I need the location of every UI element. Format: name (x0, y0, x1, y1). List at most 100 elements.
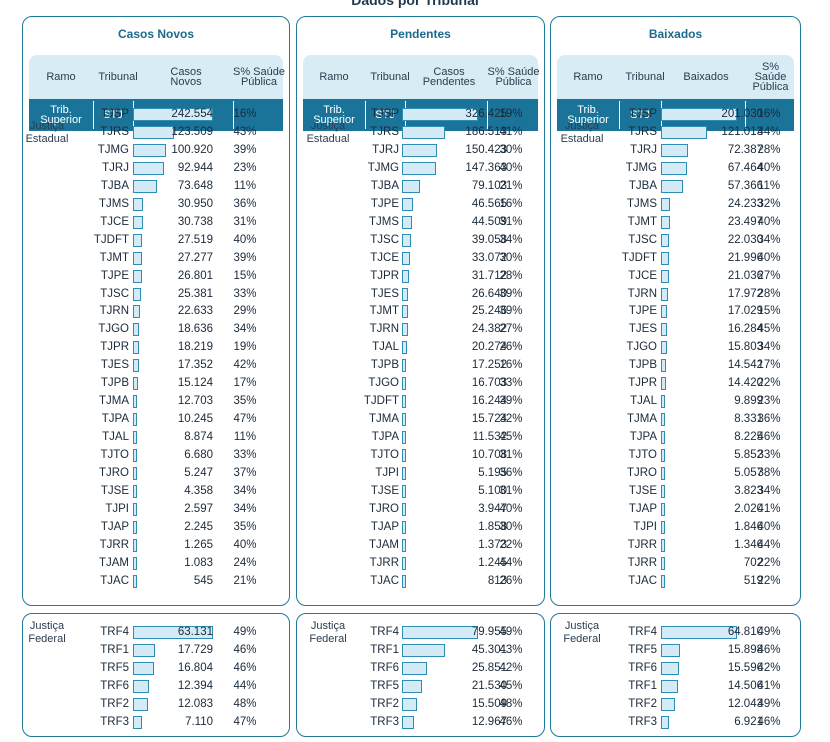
row-pct: 43% (233, 125, 257, 138)
table-row: TRF6 15.596 42% (551, 659, 800, 677)
row-pct: 39% (499, 287, 523, 300)
row-value: 5.852 (734, 449, 763, 462)
row-bar (402, 502, 406, 516)
row-pct: 49% (499, 626, 523, 638)
row-tribunal: TJAL (102, 431, 129, 444)
row-value: 8.225 (734, 431, 763, 444)
row-tribunal: TJRS (628, 125, 657, 138)
table-row: TJAL 9.899 23% (551, 392, 800, 410)
row-bar (402, 574, 406, 588)
row-value: 4.358 (184, 484, 213, 497)
row-bar (133, 287, 142, 301)
row-tribunal: TJPI (633, 520, 657, 533)
row-value: 16.703 (471, 377, 507, 390)
row-value: 14.420 (727, 377, 763, 390)
row-bar (402, 341, 407, 355)
row-pct: 17% (233, 377, 257, 390)
table-row: TJRN 17.972 28% (551, 285, 800, 303)
superior-ramo: Trib. Superior (29, 99, 93, 131)
table-row: TJAL 20.274 26% (297, 338, 544, 356)
row-bar (661, 215, 670, 229)
table-row: TRF2 12.083 48% (23, 695, 289, 713)
row-tribunal: TJPR (370, 269, 399, 282)
ramo-federal: Justiça Federal (297, 620, 359, 646)
row-bar (661, 698, 676, 711)
row-value: 17.029 (727, 305, 763, 318)
ramo-estadual-line2: Estadual (25, 133, 69, 145)
table-row: TJPE 46.565 16% (297, 195, 544, 213)
row-pct: 19% (499, 108, 523, 120)
header-tribunal: Tribunal (370, 71, 410, 83)
row-bar (661, 161, 687, 175)
row-pct: 48% (499, 698, 523, 710)
table-row: TRF5 15.898 46% (551, 641, 800, 659)
row-bar (661, 377, 667, 391)
row-value: 16.804 (177, 662, 213, 674)
header-value-line2: Pendentes (422, 76, 476, 88)
header-value-line1: Casos (433, 66, 465, 78)
table-row: TJSP 242.554 16% (23, 105, 289, 123)
row-tribunal: TJPB (100, 377, 129, 390)
row-value: 73.648 (177, 179, 213, 192)
row-value: 64.810 (727, 626, 763, 638)
row-pct: 28% (499, 269, 523, 282)
row-value: 45.301 (471, 644, 507, 656)
row-pct: 15% (757, 305, 781, 318)
row-pct: 40% (757, 251, 781, 264)
panel-federal-casos-novos: Justiça Federal TRF4 63.131 49% TRF1 17.729 46%… (22, 613, 290, 737)
row-tribunal: TRF5 (628, 644, 657, 656)
row-pct: 27% (499, 323, 523, 336)
row-bar (402, 305, 408, 319)
row-value: 5.247 (184, 467, 213, 479)
panel-pendentes: Pendentes Ramo Tribunal Casos Pendentes S% Sa… (296, 16, 545, 606)
row-value: 21.530 (471, 680, 507, 692)
row-value: 1.245 (478, 556, 507, 569)
row-tribunal: TJRN (369, 323, 399, 336)
row-value: 9.899 (734, 395, 763, 408)
row-pct: 44% (757, 125, 781, 138)
row-bar (133, 143, 167, 157)
row-value: 1.858 (478, 520, 507, 533)
table-row: TJAC 519 22% (551, 572, 800, 590)
table-row: TRF3 6.921 46% (551, 713, 800, 731)
row-value: 12.083 (177, 698, 213, 710)
table-row: TJSC 25.381 33% (23, 285, 289, 303)
row-pct: 34% (233, 502, 257, 515)
row-bar (661, 341, 667, 355)
ramo-federal-line1: Justiça (310, 620, 346, 632)
row-bar (133, 341, 139, 355)
table-row: TJRS 123.509 43% (23, 123, 289, 141)
row-tribunal: TJSP (370, 108, 399, 120)
row-tribunal: TJPA (371, 431, 399, 444)
row-pct: 49% (757, 698, 781, 710)
row-value: 150.423 (465, 143, 507, 156)
table-row: TJAL 8.874 11% (23, 428, 289, 446)
row-pct: 34% (757, 341, 781, 354)
table-row: TJRR 1.346 44% (551, 536, 800, 554)
row-bar (661, 359, 667, 373)
row-bar (661, 502, 665, 516)
panel-title: Baixados (648, 27, 703, 41)
row-tribunal: TJRJ (102, 161, 129, 174)
row-value: 5.057 (734, 467, 763, 479)
row-value: 5.195 (478, 467, 507, 479)
row-tribunal: TJBA (628, 179, 657, 192)
row-tribunal: TRF3 (628, 716, 657, 728)
row-value: 3.823 (734, 484, 763, 497)
row-pct: 26% (499, 341, 523, 354)
row-bar (402, 484, 406, 498)
row-tribunal: TRF2 (628, 698, 657, 710)
row-tribunal: TJMS (626, 197, 657, 210)
row-tribunal: TRF2 (100, 698, 129, 710)
row-pct: 45% (499, 680, 523, 692)
header-pct-line1: S% Saúde (233, 66, 285, 78)
row-value: 121.013 (721, 125, 763, 138)
row-tribunal: TJGO (98, 323, 129, 336)
table-row: TJMS 30.950 36% (23, 195, 289, 213)
row-pct: 30% (499, 251, 523, 264)
table-row: TJAP 2.020 41% (551, 500, 800, 518)
row-value: 63.131 (177, 626, 213, 638)
row-pct: 22% (499, 538, 523, 551)
row-bar (133, 197, 144, 211)
row-tribunal: TJBA (370, 179, 399, 192)
